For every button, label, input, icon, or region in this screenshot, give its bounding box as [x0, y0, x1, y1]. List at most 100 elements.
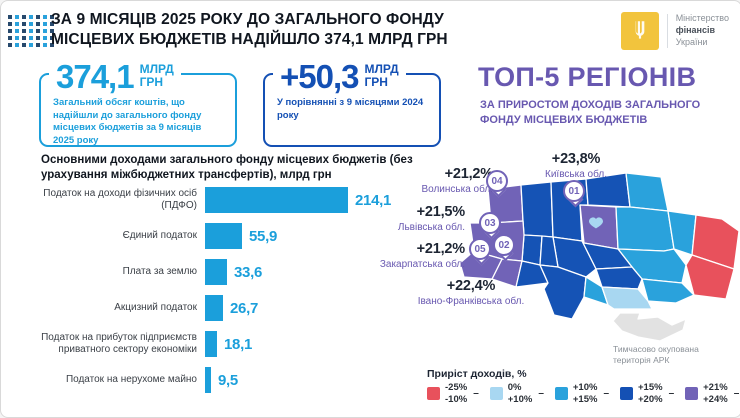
legend-swatch	[427, 387, 440, 401]
legend-item: 0% +10% –	[489, 382, 544, 406]
decorative-dot-grid	[8, 15, 54, 47]
legend-range: -25% -10%	[445, 382, 468, 405]
dot	[8, 22, 12, 26]
legend-range-dash: –	[603, 388, 609, 400]
dot	[50, 43, 54, 47]
dot	[8, 29, 12, 33]
dot	[43, 15, 47, 19]
map-pin-number: 02	[493, 234, 515, 256]
yoy-increase-value: +50,3	[280, 58, 359, 95]
region-growth-pct: +21,2%	[444, 166, 494, 182]
region-name: Закарпатська обл.	[379, 258, 465, 270]
legend-item: +10% +15% –	[554, 382, 609, 406]
bar-category-label: Плата за землю	[122, 266, 197, 278]
bar-track: 18,1	[205, 331, 441, 357]
bar-category-label: Єдиний податок	[122, 230, 197, 242]
legend-range-dash: –	[473, 388, 479, 400]
map-region-kyiv	[579, 204, 619, 250]
legend-range: +10% +15%	[572, 382, 598, 405]
revenue-bar-chart: Податок на доходи фізичних осіб (ПДФО) 21…	[41, 187, 441, 403]
legend-title: Приріст доходів, %	[427, 368, 527, 380]
dot	[36, 29, 40, 33]
bar-category-label: Акцизний податок	[114, 302, 197, 314]
region-callout-05: +21,2% Закарпатська обл.	[380, 241, 465, 270]
map-pin-04: 04	[486, 170, 508, 198]
chart-title: Основними доходами загального фонду місц…	[41, 154, 413, 181]
dot	[43, 29, 47, 33]
trident-icon	[620, 12, 659, 50]
bar	[205, 331, 217, 357]
region-growth-pct: +21,5%	[416, 204, 466, 220]
legend-range-dash: –	[668, 388, 675, 400]
dot	[36, 36, 40, 40]
total-funds-unit: МЛРД ГРН	[139, 62, 174, 89]
yoy-increase-value-row: +50,3 МЛРД ГРН	[273, 60, 406, 93]
region-name: Івано-Франківська обл.	[417, 295, 525, 307]
dot	[36, 22, 40, 26]
page-title: ЗА 9 МІСЯЦІВ 2025 РОКУ ДО ЗАГАЛЬНОГО ФОН…	[51, 10, 448, 51]
dot	[36, 43, 40, 47]
region-callout-02: +22,4% Івано-Франківська обл.	[401, 278, 541, 307]
map-region-poltava	[615, 206, 675, 252]
bar-category-label: Податок на нерухоме майно	[65, 374, 197, 386]
map-pin-number: 05	[469, 238, 491, 260]
total-funds-description: Загальний обсяг коштів, що надійшли до з…	[53, 97, 202, 146]
bar-row: Плата за землю 33,6	[41, 259, 441, 285]
region-callout-04: +21,2% Волинська обл.	[421, 166, 493, 195]
legend-item: +15% +20% –	[620, 382, 674, 406]
dot	[43, 22, 47, 26]
dot	[50, 29, 54, 33]
dot	[22, 29, 26, 33]
total-funds-value-row: 374,1 МЛРД ГРН	[49, 60, 181, 93]
bar-track: 26,7	[205, 295, 441, 321]
map-pin-01: 01	[563, 180, 585, 208]
top5-title: ТОП-5 РЕГІОНІВ	[478, 62, 697, 92]
map-pin-05: 05	[469, 238, 491, 266]
map-region-kirovohrad	[595, 266, 643, 290]
bar-category-label: Податок на доходи фізичних осіб (ПДФО)	[43, 188, 197, 211]
bar	[205, 223, 242, 249]
bar-row: Акцизний податок 26,7	[41, 295, 441, 321]
map-region-rivne	[520, 181, 554, 238]
yoy-increase-unit: МЛРД ГРН	[364, 62, 399, 89]
dot	[22, 43, 26, 47]
region-callout-01: +23,8% Київська обл.	[506, 151, 646, 180]
region-growth-pct: +22,4%	[446, 278, 496, 294]
dot	[36, 15, 40, 19]
dot	[15, 29, 19, 33]
map-region-zaporizhzhia	[641, 278, 695, 304]
map-pin-03: 03	[479, 212, 501, 240]
legend-range: +15% +20%	[638, 382, 663, 405]
bar-value: 214,1	[355, 191, 392, 209]
legend-range-dash: –	[538, 388, 544, 400]
ministry-name-line1: Міністерство	[675, 13, 729, 24]
bar-track: 33,6	[205, 259, 441, 285]
map-pin-number: 04	[486, 170, 508, 192]
dot	[15, 43, 19, 47]
dot	[29, 43, 33, 47]
bar	[205, 187, 348, 213]
map-region-odesa	[539, 264, 587, 320]
dot	[15, 15, 19, 19]
dot	[22, 22, 26, 26]
page-title-line1: ЗА 9 МІСЯЦІВ 2025 РОКУ ДО ЗАГАЛЬНОГО ФОН…	[51, 11, 444, 28]
dot	[8, 36, 12, 40]
bar-row: Податок на прибуток підприємств приватно…	[41, 331, 441, 357]
region-name: Київська обл.	[545, 168, 607, 180]
bar-track: 214,1	[205, 187, 441, 213]
total-funds-card: 374,1 МЛРД ГРН Загальний обсяг коштів, щ…	[39, 60, 237, 147]
logo-divider	[666, 14, 668, 48]
bar-value: 33,6	[234, 263, 262, 281]
region-callout-03: +21,5% Львівська обл.	[398, 204, 465, 233]
bar-row: Податок на нерухоме майно 9,5	[41, 367, 441, 393]
dot	[43, 43, 47, 47]
bar	[205, 367, 211, 393]
region-name: Волинська обл.	[421, 183, 493, 195]
dot	[29, 29, 33, 33]
ministry-logo: Міністерство фінансів України	[620, 12, 729, 50]
region-growth-pct: +23,8%	[551, 151, 601, 167]
dot	[29, 22, 33, 26]
bar-row: Податок на доходи фізичних осіб (ПДФО) 21…	[41, 187, 441, 213]
bar-track: 55,9	[205, 223, 441, 249]
